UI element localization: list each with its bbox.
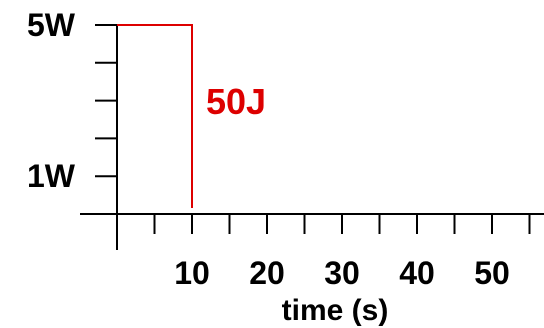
power-pulse-line xyxy=(117,24,193,208)
x-tick-label: 40 xyxy=(399,255,435,291)
x-axis-label: time (s) xyxy=(282,294,389,327)
series-marks xyxy=(117,24,193,208)
x-tick-label: 30 xyxy=(324,255,360,291)
x-tick-label: 20 xyxy=(249,255,285,291)
x-tick-label: 10 xyxy=(174,255,210,291)
y-tick-label: 1W xyxy=(27,158,76,194)
tick-labels: 10 20 30 40 50 5W 1W 50J xyxy=(27,7,510,291)
y-tick-label: 5W xyxy=(27,7,76,43)
axes xyxy=(80,24,544,250)
energy-annotation: 50J xyxy=(206,81,266,122)
x-tick-label: 50 xyxy=(474,255,510,291)
